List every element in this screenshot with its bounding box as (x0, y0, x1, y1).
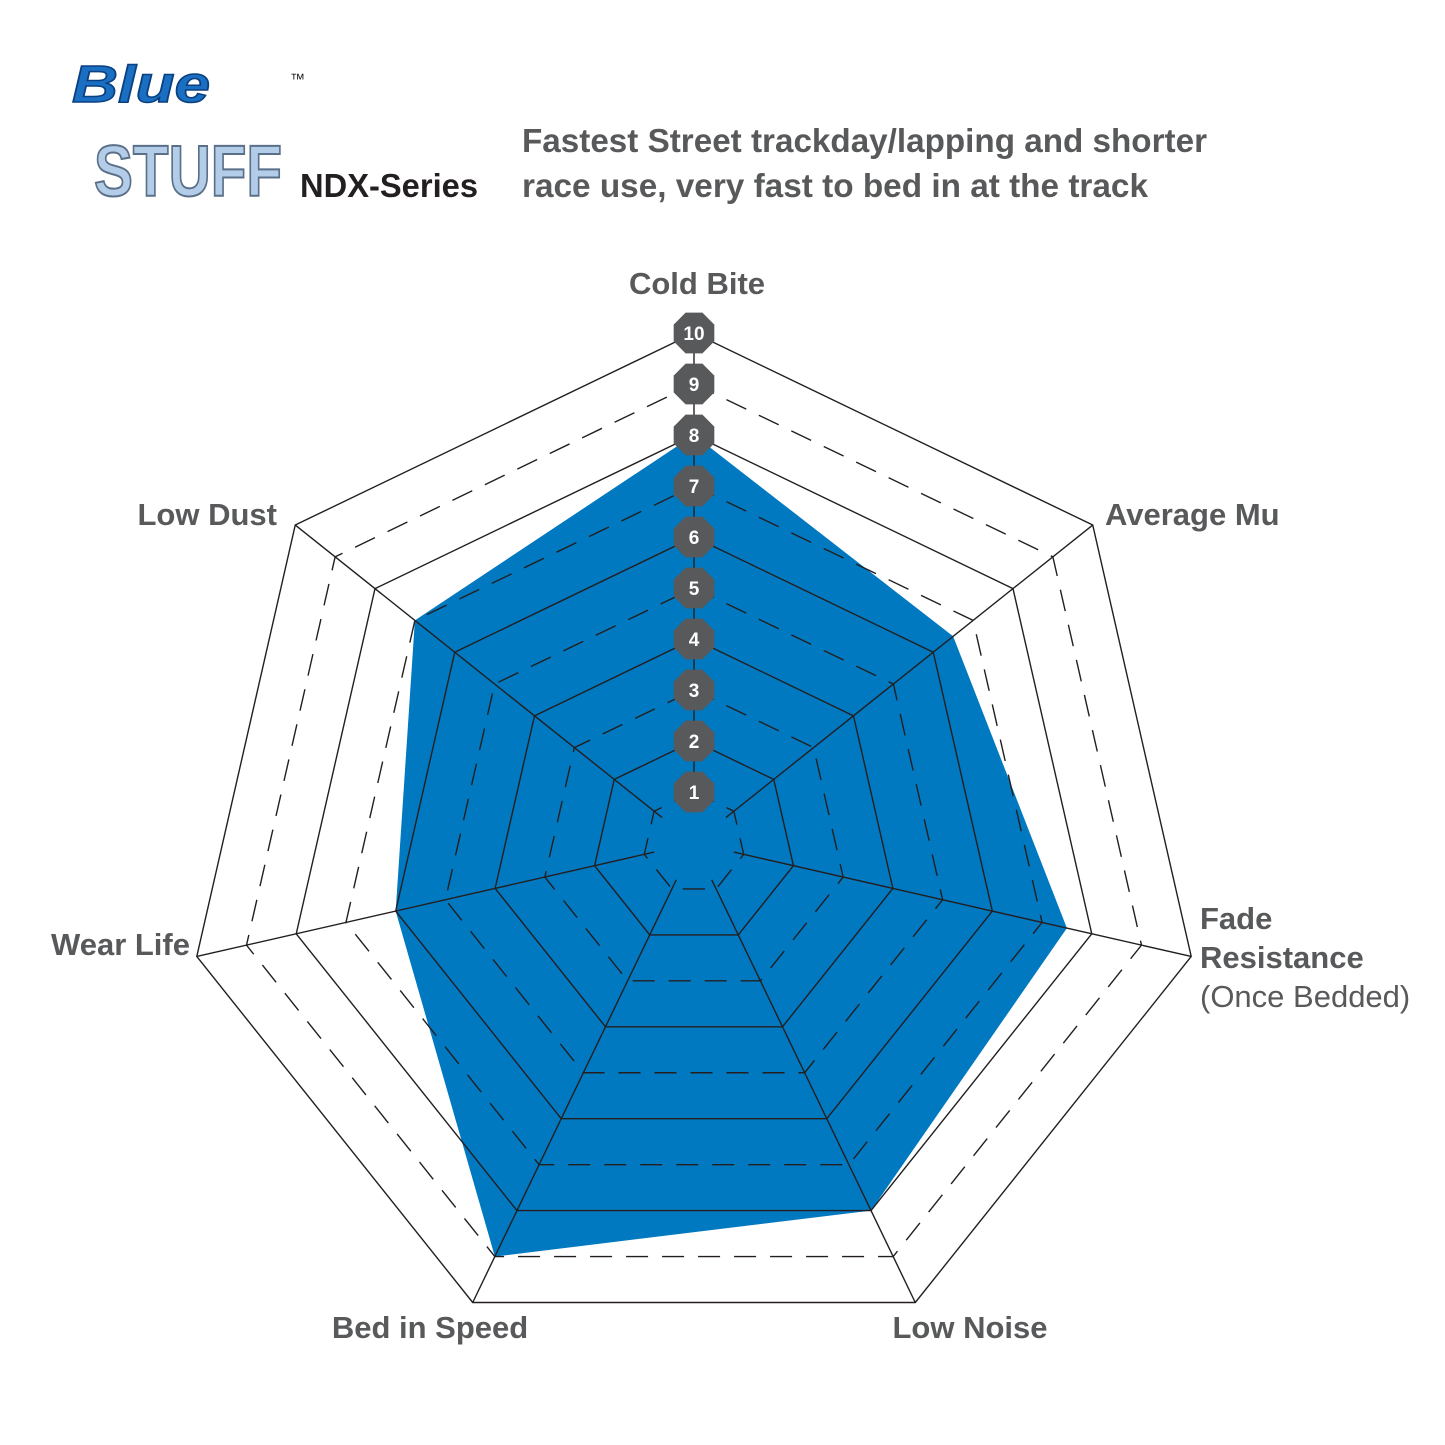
description-line-1: Fastest Street trackday/lapping and shor… (522, 122, 1207, 159)
axis-spoke (196, 851, 655, 958)
axis-spoke (711, 879, 916, 1303)
tick-label: 9 (689, 375, 700, 396)
axis-spoke (472, 879, 677, 1303)
grid-ring-1 (643, 791, 745, 890)
tick-label: 10 (683, 324, 704, 345)
tick-label: 3 (689, 681, 700, 702)
tick-label: 7 (689, 477, 700, 498)
axis-label: Average Mu (1105, 497, 1280, 532)
axis-label: Cold Bite (629, 266, 765, 301)
tick-badge (673, 618, 715, 660)
tick-label: 4 (689, 630, 700, 651)
axis-spoke (725, 524, 1094, 819)
tick-badge (673, 567, 715, 609)
grid-ring-9 (245, 383, 1143, 1258)
grid-ring-2 (593, 740, 795, 936)
data-area (395, 435, 1067, 1257)
grid-ring-10 (196, 332, 1192, 1304)
axis-spoke (294, 524, 663, 819)
grid-ring-8 (295, 434, 1093, 1212)
axis-label: Low Dust (138, 497, 278, 532)
axis-label: Fade (1200, 901, 1272, 936)
logo-blue: Blue (72, 56, 210, 114)
grid-ring-6 (394, 536, 994, 1120)
tick-badge (673, 312, 715, 354)
grid-ring-5 (444, 587, 944, 1074)
grid-ring-3 (544, 689, 844, 982)
grid-ring-4 (494, 638, 894, 1028)
tick-label: 5 (689, 579, 700, 600)
axis-label: Low Noise (892, 1310, 1047, 1345)
axis-label: Wear Life (51, 927, 190, 962)
tick-badge (673, 414, 715, 456)
tick-badge (673, 771, 715, 813)
grid-ring-7 (345, 485, 1043, 1166)
logo-stuff: STUFF (94, 132, 282, 212)
tick-label: 2 (689, 732, 700, 753)
description-line-2: race use, very fast to bed in at the tra… (522, 167, 1149, 204)
tick-badge (673, 669, 715, 711)
axis-label-line2: Resistance (1200, 940, 1364, 975)
axis-spoke (733, 851, 1192, 958)
tick-label: 6 (689, 528, 700, 549)
series-name: NDX-Series (300, 167, 478, 204)
tick-badge (673, 516, 715, 558)
tick-badge (673, 363, 715, 405)
logo-trademark: ™ (290, 71, 305, 88)
tick-label: 1 (689, 783, 700, 804)
logo: Blue STUFF ™ (71, 55, 305, 213)
tick-badge (673, 720, 715, 762)
tick-label: 8 (689, 426, 700, 447)
axis-sublabel: (Once Bedded) (1200, 979, 1410, 1014)
tick-badge (673, 465, 715, 507)
axis-label: Bed in Speed (332, 1310, 528, 1345)
